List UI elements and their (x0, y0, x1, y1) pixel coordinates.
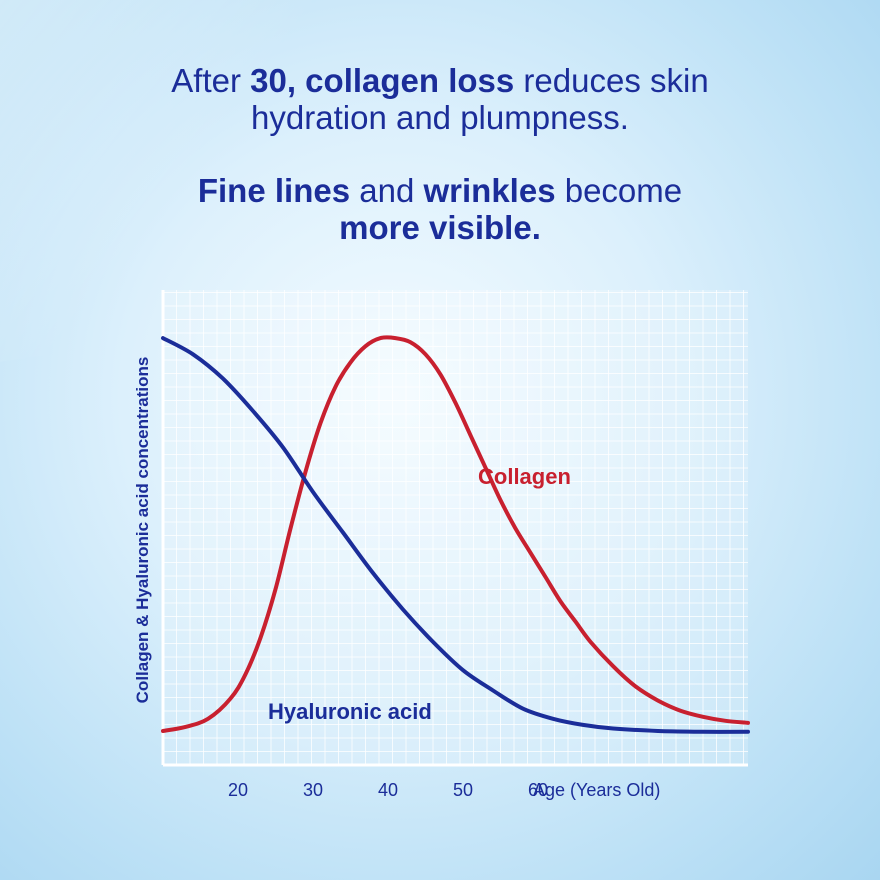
hyaluronic-acid-label: Hyaluronic acid (268, 699, 432, 724)
headline-line-3: Fine lines and wrinkles become (197, 172, 683, 209)
collagen-line (161, 335, 750, 733)
chart-grid (163, 290, 748, 765)
plot-area (163, 290, 748, 765)
hyaluronic-acid-line (161, 336, 750, 734)
x-tick-label: 40 (378, 780, 398, 800)
x-tick-label: 50 (453, 780, 473, 800)
headline-line-4: more visible. (339, 209, 541, 246)
x-tick-label: 60 (528, 780, 548, 800)
x-tick-labels: 20 30 40 50 60 (228, 780, 548, 800)
headline-top: After 30, collagen loss reduces skin hyd… (0, 62, 880, 136)
x-axis-label: Age (Years Old) (533, 780, 660, 800)
chart-series: Collagen Hyaluronic acid (161, 335, 750, 734)
x-tick-label: 20 (228, 780, 248, 800)
headline-bottom: Fine lines and wrinkles become more visi… (0, 172, 880, 246)
x-tick-label: 30 (303, 780, 323, 800)
collagen-label: Collagen (478, 464, 571, 489)
headline-line-2: hydration and plumpness. (251, 99, 629, 136)
headline-line-1: After 30, collagen loss reduces skin (171, 62, 709, 99)
